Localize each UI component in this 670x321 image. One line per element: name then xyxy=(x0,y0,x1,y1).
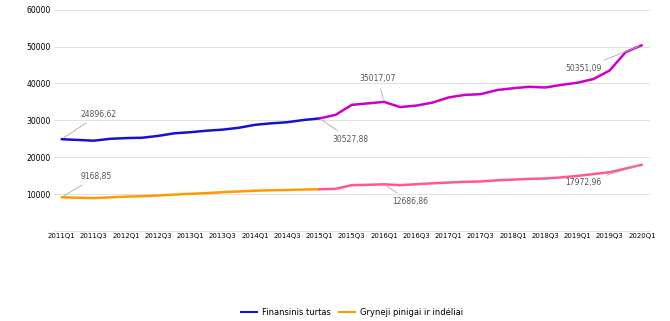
Text: 9168,85: 9168,85 xyxy=(64,172,113,196)
Text: 17972,96: 17972,96 xyxy=(565,166,639,187)
Text: 12686,86: 12686,86 xyxy=(387,186,428,206)
Text: 35017,07: 35017,07 xyxy=(360,74,396,99)
Text: 24896,62: 24896,62 xyxy=(64,110,117,138)
Text: 30527,88: 30527,88 xyxy=(322,120,368,144)
Legend: Finansinis turtas, Gryneji pinigai ir indėliai: Finansinis turtas, Gryneji pinigai ir in… xyxy=(237,304,466,320)
Text: 50351,09: 50351,09 xyxy=(565,46,639,73)
